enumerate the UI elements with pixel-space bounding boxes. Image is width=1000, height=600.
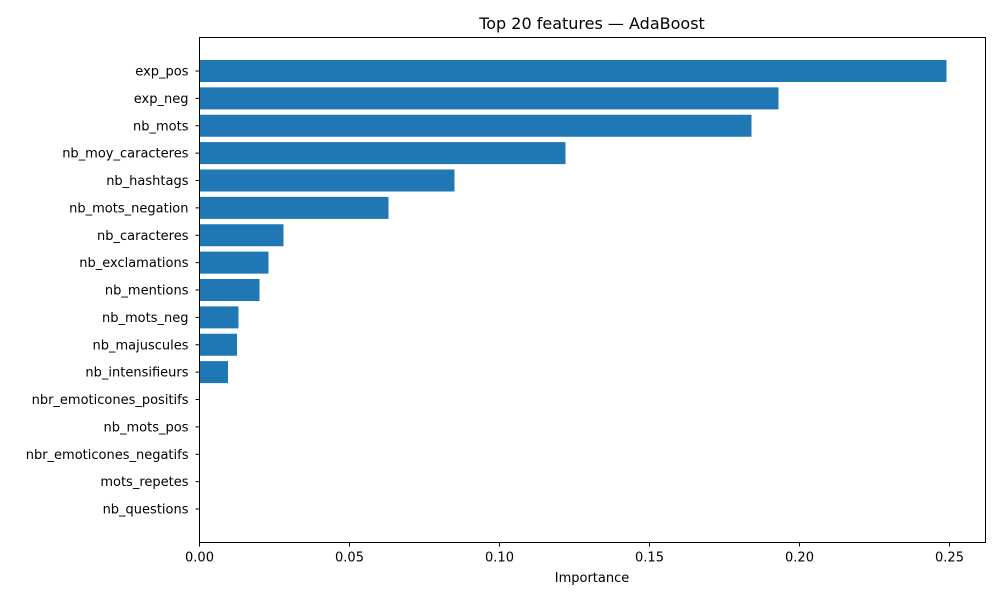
bar-nb_hashtags <box>199 169 455 192</box>
y-axis-ticks: exp_pos exp_neg nb_mots nb_moy_caracteresnb… <box>26 65 200 518</box>
y-tick-label: nb_moy_caracteres <box>62 147 189 162</box>
bars-group <box>199 60 947 384</box>
y-tick-label: nb_questions <box>103 503 189 518</box>
y-tick-label: nb_hashtags <box>106 174 189 189</box>
y-tick-label: nb_mentions <box>105 284 189 299</box>
bar-nb_exclamations <box>199 251 269 274</box>
bar-nb_caracteres <box>199 224 284 247</box>
bar-exp_neg <box>199 87 779 110</box>
y-tick-label: mots_repetes <box>100 475 188 490</box>
y-tick-label: exp_neg <box>134 92 189 107</box>
bar-nb_mots_negation <box>199 196 389 219</box>
bar-nb_majuscules <box>199 333 237 356</box>
x-tick-label: 0.00 <box>185 551 214 566</box>
y-tick-label: nb_exclamations <box>79 256 188 271</box>
y-tick-label: nb_mots_pos <box>104 420 189 435</box>
x-tick-label: 0.15 <box>635 551 664 566</box>
y-tick-label: nb_intensifieurs <box>85 366 188 381</box>
y-tick-label: nb_mots <box>133 119 189 134</box>
plot-frame <box>199 37 986 543</box>
bar-nb_intensifieurs <box>199 361 228 384</box>
x-tick-label: 0.25 <box>935 551 964 566</box>
y-tick-label: nbr_emoticones_negatifs <box>26 448 189 463</box>
x-axis-ticks: 0.00 0.05 0.10 0.15 0.20 0.25 <box>185 542 964 566</box>
y-tick-label: nbr_emoticones_positifs <box>32 393 189 408</box>
y-tick-label: nb_mots_negation <box>69 201 188 216</box>
y-tick-label: nb_majuscules <box>92 338 188 353</box>
x-axis-label: Importance <box>555 571 630 586</box>
bar-exp_pos <box>199 60 947 82</box>
x-tick-label: 0.05 <box>335 551 364 566</box>
bar-nb_mots_neg <box>199 306 239 329</box>
bar-nb_mentions <box>199 279 260 301</box>
bar-nb_mots <box>199 114 752 137</box>
y-tick-label: exp_pos <box>135 65 188 80</box>
x-tick-label: 0.10 <box>485 551 514 566</box>
y-tick-label: nb_caracteres <box>97 229 189 244</box>
chart-title: Top 20 features — AdaBoost <box>478 14 705 33</box>
bar-nb_moy_caracteres <box>199 142 566 165</box>
x-tick-label: 0.20 <box>785 551 814 566</box>
y-tick-label: nb_mots_neg <box>102 311 188 326</box>
